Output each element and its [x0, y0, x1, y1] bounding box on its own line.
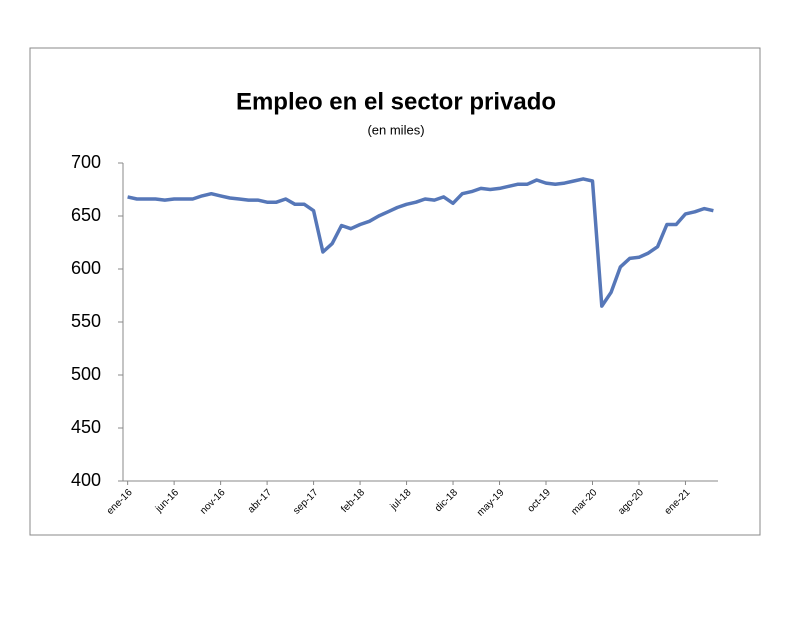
y-tick-label: 400	[71, 470, 101, 490]
chart-subtitle: (en miles)	[367, 122, 424, 137]
y-tick-label: 500	[71, 364, 101, 384]
y-tick-label: 550	[71, 311, 101, 331]
data-line	[127, 177, 714, 308]
y-tick-label: 450	[71, 417, 101, 437]
chart-frame	[29, 47, 761, 536]
y-tick-label: 600	[71, 258, 101, 278]
chart-title: Empleo en el sector privado	[236, 88, 556, 115]
y-tick-label: 700	[71, 152, 101, 172]
y-tick-label: 650	[71, 205, 101, 225]
